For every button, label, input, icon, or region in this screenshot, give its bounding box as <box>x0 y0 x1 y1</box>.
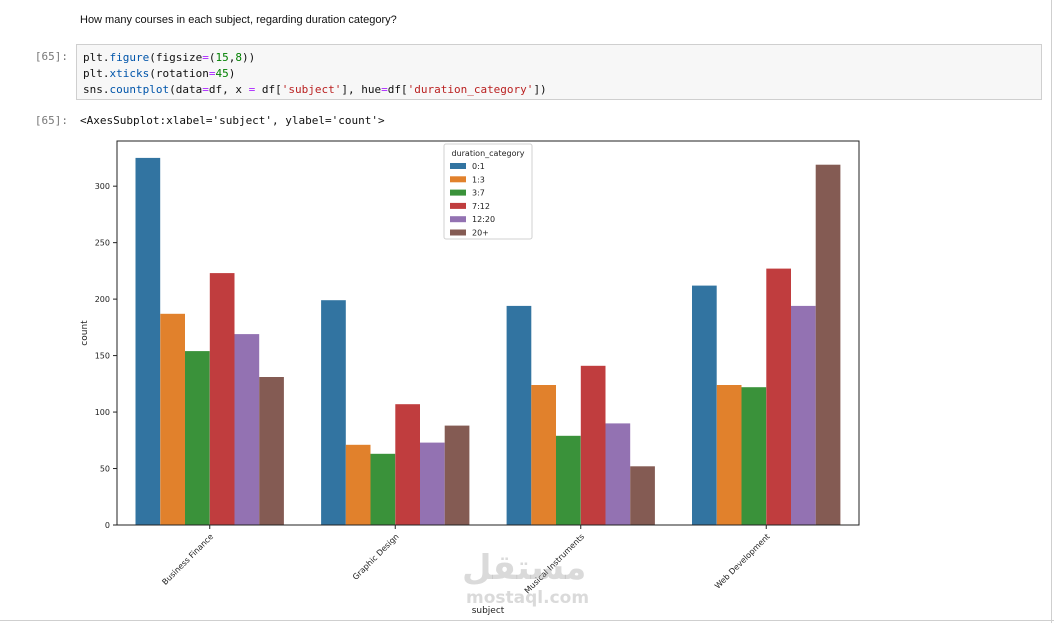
bar-3-7-1 <box>370 453 396 525</box>
legend-swatch-1 <box>450 176 466 183</box>
xtick-label-2: Musical Instruments <box>523 532 586 595</box>
ytick-label-0: 0 <box>105 521 110 530</box>
code-cell[interactable]: plt.figure(figsize=(15,8)) plt.xticks(ro… <box>76 44 1042 100</box>
legend-swatch-4 <box>450 216 466 223</box>
window-right-border <box>1051 0 1052 623</box>
legend-swatch-3 <box>450 202 466 209</box>
ytick-label-100: 100 <box>95 408 110 417</box>
code-line-2: plt.xticks(rotation=45) <box>83 67 236 80</box>
bar-12-20-3 <box>791 305 816 525</box>
bar-7-12-0 <box>209 273 235 525</box>
axes-frame <box>116 140 860 526</box>
legend-title: duration_category <box>451 149 524 158</box>
bar-1-3-0 <box>160 313 185 525</box>
bar-0-1-1 <box>321 300 346 525</box>
legend-label-1: 1:3 <box>472 175 485 184</box>
bar-12-20-0 <box>234 334 260 525</box>
ytick-label-50: 50 <box>100 465 110 474</box>
xtick-label-3: Web Development <box>713 532 772 591</box>
x-axis-label: subject <box>472 606 505 616</box>
ytick-label-200: 200 <box>95 295 110 304</box>
bar-7-12-1 <box>395 404 420 525</box>
bar-7-12-2 <box>580 365 606 525</box>
window-bottom-border <box>0 620 1054 621</box>
bar-3-7-2 <box>556 435 581 525</box>
bar-1-3-1 <box>345 444 371 525</box>
bar-12-20-2 <box>605 423 631 525</box>
legend-swatch-2 <box>450 189 466 196</box>
code-line-3: sns.countplot(data=df, x = df['subject']… <box>83 83 547 96</box>
y-axis-label: count <box>80 320 90 346</box>
ytick-label-150: 150 <box>95 352 110 361</box>
output-text: <AxesSubplot:xlabel='subject', ylabel='c… <box>80 114 385 127</box>
bar-20+-2 <box>630 466 655 525</box>
legend-label-0: 0:1 <box>472 162 485 171</box>
legend-swatch-0 <box>450 163 466 169</box>
output-prompt: [65]: <box>34 114 68 127</box>
input-prompt: [65]: <box>34 50 68 63</box>
ytick-label-300: 300 <box>95 182 110 191</box>
bar-3-7-3 <box>741 387 767 525</box>
legend-swatch-5 <box>450 229 466 236</box>
bar-1-3-3 <box>716 385 742 525</box>
code-line-1: plt.figure(figsize=(15,8)) <box>83 51 256 64</box>
xtick-label-0: Business Finance <box>160 532 215 587</box>
countplot-chart: 0 50 100 150 200 250 300 Business Finance Graphi… <box>80 140 860 616</box>
bar-0-1-2 <box>506 305 532 525</box>
legend-label-2: 3:7 <box>472 189 485 198</box>
bar-20+-0 <box>259 377 284 525</box>
bar-0-1-3 <box>692 285 717 525</box>
xtick-label-1: Graphic Design <box>351 532 401 582</box>
legend-label-5: 20+ <box>472 229 489 238</box>
bar-20+-3 <box>815 164 841 525</box>
ytick-label-250: 250 <box>95 239 110 248</box>
markdown-question: How many courses in each subject, regard… <box>80 14 397 26</box>
legend-label-4: 12:20 <box>472 215 495 224</box>
bar-12-20-1 <box>420 442 445 525</box>
bar-7-12-3 <box>766 268 791 525</box>
bar-0-1-0 <box>135 157 161 525</box>
legend-label-3: 7:12 <box>472 202 490 211</box>
bar-1-3-2 <box>531 385 556 525</box>
bar-20+-1 <box>444 425 470 525</box>
bar-3-7-0 <box>185 351 210 525</box>
